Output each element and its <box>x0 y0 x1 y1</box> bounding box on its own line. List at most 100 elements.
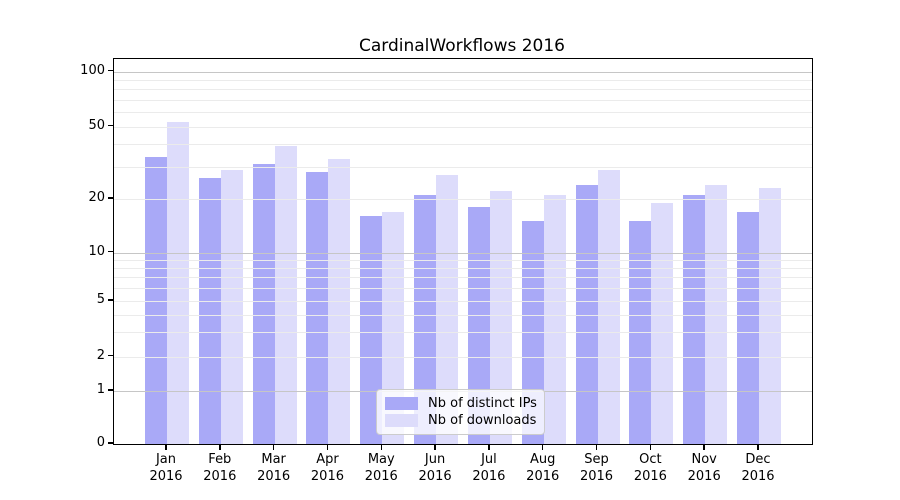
x-tick-year: 2016 <box>526 469 560 484</box>
bar-distinct-ips-jan <box>145 157 167 444</box>
gridline-minor-30 <box>114 167 812 168</box>
x-tick-label-aug: Aug 2016 <box>511 451 575 485</box>
x-tick-label-apr: Apr 2016 <box>295 451 359 485</box>
x-tick-year: 2016 <box>257 469 291 484</box>
y-tick-100 <box>108 70 113 72</box>
x-tick-year: 2016 <box>687 469 721 484</box>
gridline-minor-80 <box>114 89 812 91</box>
x-tick-month: Oct <box>639 452 662 467</box>
bar-distinct-ips-jun <box>414 195 437 444</box>
gridline-minor-90 <box>114 80 812 82</box>
x-tick-year: 2016 <box>149 469 183 484</box>
bar-distinct-ips-nov <box>683 195 706 444</box>
y-tick-label-100: 100 <box>80 62 105 78</box>
bar-distinct-ips-may <box>360 216 383 444</box>
x-tick-may <box>380 444 382 450</box>
bar-distinct-ips-feb <box>198 178 221 444</box>
x-tick-month: Apr <box>316 452 339 467</box>
x-tick-label-may: May 2016 <box>349 451 413 485</box>
x-tick-aug <box>542 444 544 450</box>
gridline-minor-50 <box>114 126 812 128</box>
bar-downloads-jul <box>489 191 512 444</box>
bar-distinct-ips-sep <box>575 184 598 444</box>
bar-downloads-feb <box>220 169 243 444</box>
x-tick-year: 2016 <box>741 469 775 484</box>
x-tick-month: Feb <box>208 452 232 467</box>
y-tick-label-50: 50 <box>88 117 105 133</box>
bar-distinct-ips-dec <box>737 211 759 444</box>
x-tick-year: 2016 <box>203 469 237 484</box>
y-tick-5 <box>108 299 113 301</box>
gridline-minor-5 <box>114 301 812 302</box>
x-tick-label-jul: Jul 2016 <box>457 451 521 485</box>
x-tick-year: 2016 <box>310 469 344 484</box>
bar-downloads-oct <box>651 202 674 444</box>
gridline-minor-6 <box>114 288 812 290</box>
bar-downloads-may <box>382 211 405 444</box>
y-tick-label-0: 0 <box>96 435 105 450</box>
x-tick-label-jun: Jun 2016 <box>403 451 467 485</box>
y-tick-1 <box>108 389 113 391</box>
x-tick-mar <box>272 444 275 450</box>
x-tick-oct <box>649 444 652 450</box>
x-tick-sep <box>595 444 598 450</box>
bar-downloads-jan <box>167 122 189 444</box>
legend-swatch-downloads <box>385 414 418 427</box>
gridline-minor-8 <box>114 268 812 270</box>
y-tick-label-5: 5 <box>96 292 105 307</box>
x-tick-apr <box>326 444 329 450</box>
x-tick-label-nov: Nov 2016 <box>672 451 736 485</box>
x-tick-year: 2016 <box>633 469 667 484</box>
x-tick-month: Nov <box>691 452 717 467</box>
x-tick-month: Sep <box>584 452 609 467</box>
y-tick-2 <box>108 354 113 357</box>
x-tick-year: 2016 <box>364 469 398 484</box>
x-tick-dec <box>757 444 759 450</box>
bar-distinct-ips-jul <box>467 207 490 444</box>
bar-downloads-jun <box>436 175 459 444</box>
legend-label-downloads: Nb of downloads <box>428 413 537 428</box>
x-tick-label-dec: Dec 2016 <box>726 451 790 485</box>
y-tick-0 <box>108 442 113 444</box>
x-tick-month: Dec <box>745 452 771 467</box>
y-tick-label-1: 1 <box>96 382 105 397</box>
legend-entry-downloads: Nb of downloads <box>385 412 536 429</box>
x-tick-month: Aug <box>530 452 556 467</box>
x-tick-year: 2016 <box>472 469 506 484</box>
plot-area <box>113 58 813 445</box>
legend-label-distinct-ips: Nb of distinct IPs <box>428 396 537 411</box>
x-tick-month: Jul <box>481 452 497 467</box>
x-tick-feb <box>219 444 221 450</box>
gridline-minor-4 <box>114 314 812 316</box>
legend-entry-distinct-ips: Nb of distinct IPs <box>385 395 537 412</box>
gridline-minor-70 <box>114 100 812 101</box>
x-tick-month: Jan <box>155 452 177 467</box>
gridline-major-10 <box>114 252 812 254</box>
x-tick-label-feb: Feb 2016 <box>188 451 252 485</box>
bar-downloads-nov <box>705 184 728 444</box>
legend: Nb of distinct IPs Nb of downloads <box>376 389 545 435</box>
bar-downloads-dec <box>759 187 781 444</box>
gridline-minor-40 <box>114 144 812 146</box>
bar-downloads-aug <box>543 195 566 444</box>
y-tick-label-2: 2 <box>96 347 105 363</box>
bar-downloads-sep <box>597 169 620 444</box>
y-tick-10 <box>108 250 113 253</box>
x-tick-year: 2016 <box>418 469 452 484</box>
bar-downloads-mar <box>274 146 297 444</box>
gridline-minor-2 <box>114 356 812 358</box>
x-tick-month: May <box>367 452 395 467</box>
legend-swatch-distinct-ips <box>385 397 418 410</box>
y-tick-20 <box>108 197 113 199</box>
gridline-minor-20 <box>114 199 812 200</box>
x-tick-label-mar: Mar 2016 <box>242 451 306 485</box>
bar-distinct-ips-mar <box>252 164 275 444</box>
gridline-minor-7 <box>114 277 812 279</box>
bar-distinct-ips-apr <box>306 172 329 444</box>
x-tick-label-sep: Sep 2016 <box>565 451 629 485</box>
x-tick-jun <box>434 444 436 450</box>
y-tick-label-20: 20 <box>88 190 105 205</box>
chart-title: CardinalWorkflows 2016 <box>359 36 565 56</box>
gridline-minor-9 <box>114 259 812 261</box>
